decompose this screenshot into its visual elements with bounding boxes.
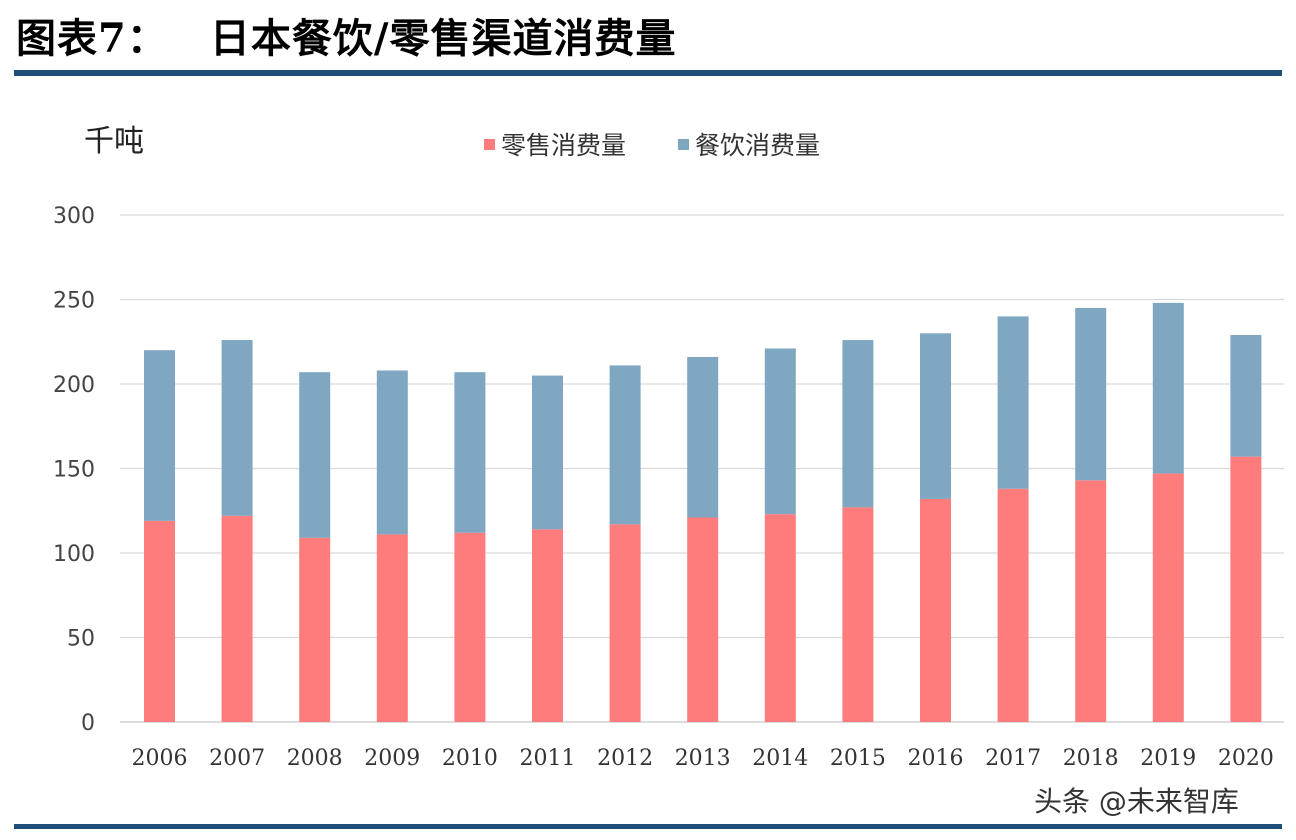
bar-foodservice <box>376 370 408 535</box>
legend-label-retail: 零售消费量 <box>501 131 627 160</box>
bar-foodservice <box>687 356 719 518</box>
bar-retail <box>1230 456 1262 722</box>
x-tick-label: 2018 <box>1063 746 1119 771</box>
x-tick-label: 2009 <box>364 746 420 771</box>
x-tick-label: 2007 <box>209 746 265 771</box>
legend-item-foodservice: 餐饮消费量 <box>678 126 820 162</box>
y-tick-label: 200 <box>53 373 95 398</box>
title-underline <box>14 70 1282 76</box>
bar-retail <box>299 537 331 722</box>
x-tick-label: 2013 <box>675 746 731 771</box>
bar-retail <box>144 520 175 722</box>
y-tick-label: 0 <box>81 711 95 736</box>
bar-retail <box>1075 480 1107 722</box>
bar-retail <box>376 534 408 722</box>
y-tick-label: 150 <box>53 458 95 483</box>
bar-retail <box>997 488 1029 722</box>
y-tick-label: 100 <box>53 542 95 567</box>
x-tick-label: 2014 <box>752 746 808 771</box>
y-tick-label: 300 <box>53 204 95 229</box>
bar-retail <box>454 532 486 722</box>
bottom-rule <box>14 824 1282 829</box>
bar-retail <box>609 524 641 722</box>
y-tick-label: 50 <box>67 627 95 652</box>
legend-label-foodservice: 餐饮消费量 <box>695 131 821 160</box>
x-tick-label: 2020 <box>1218 746 1274 771</box>
bar-retail <box>842 507 874 722</box>
bar-foodservice <box>1075 307 1107 481</box>
bar-foodservice <box>454 372 486 533</box>
x-tick-label: 2019 <box>1140 746 1196 771</box>
bar-retail <box>764 514 796 722</box>
legend-item-retail: 零售消费量 <box>484 126 626 162</box>
x-tick-label: 2006 <box>132 746 188 771</box>
bar-foodservice <box>1230 334 1262 457</box>
bar-foodservice <box>764 348 796 515</box>
x-tick-label: 2017 <box>985 746 1041 771</box>
figure-title: 图表7： 日本餐饮/零售渠道消费量 <box>16 6 676 64</box>
legend-swatch-foodservice <box>678 138 689 150</box>
x-tick-label: 2011 <box>520 746 576 771</box>
bar-foodservice <box>920 333 951 499</box>
bar-retail <box>1152 473 1184 722</box>
bar-retail <box>221 515 253 722</box>
bar-foodservice <box>144 350 175 521</box>
bar-foodservice <box>609 365 641 525</box>
figure-title-text: 日本餐饮/零售渠道消费量 <box>209 15 677 62</box>
x-tick-label: 2012 <box>597 746 653 771</box>
legend-swatch-retail <box>484 138 495 150</box>
x-tick-label: 2016 <box>908 746 964 771</box>
x-tick-label: 2010 <box>442 746 498 771</box>
x-tick-label: 2008 <box>287 746 343 771</box>
bar-foodservice <box>221 340 253 516</box>
bar-foodservice <box>842 340 874 508</box>
bar-retail <box>920 498 951 722</box>
bar-foodservice <box>1152 302 1184 474</box>
y-axis-unit-label: 千吨 <box>84 124 144 159</box>
x-tick-label: 2015 <box>830 746 886 771</box>
watermark: 头条 @未来智库 <box>1034 785 1239 818</box>
figure-number: 图表7： <box>16 15 168 62</box>
y-tick-label: 250 <box>53 289 95 314</box>
bar-foodservice <box>532 375 563 530</box>
bar-retail <box>687 517 719 722</box>
bar-foodservice <box>997 316 1029 489</box>
bar-retail <box>532 529 563 722</box>
bar-foodservice <box>299 372 331 538</box>
